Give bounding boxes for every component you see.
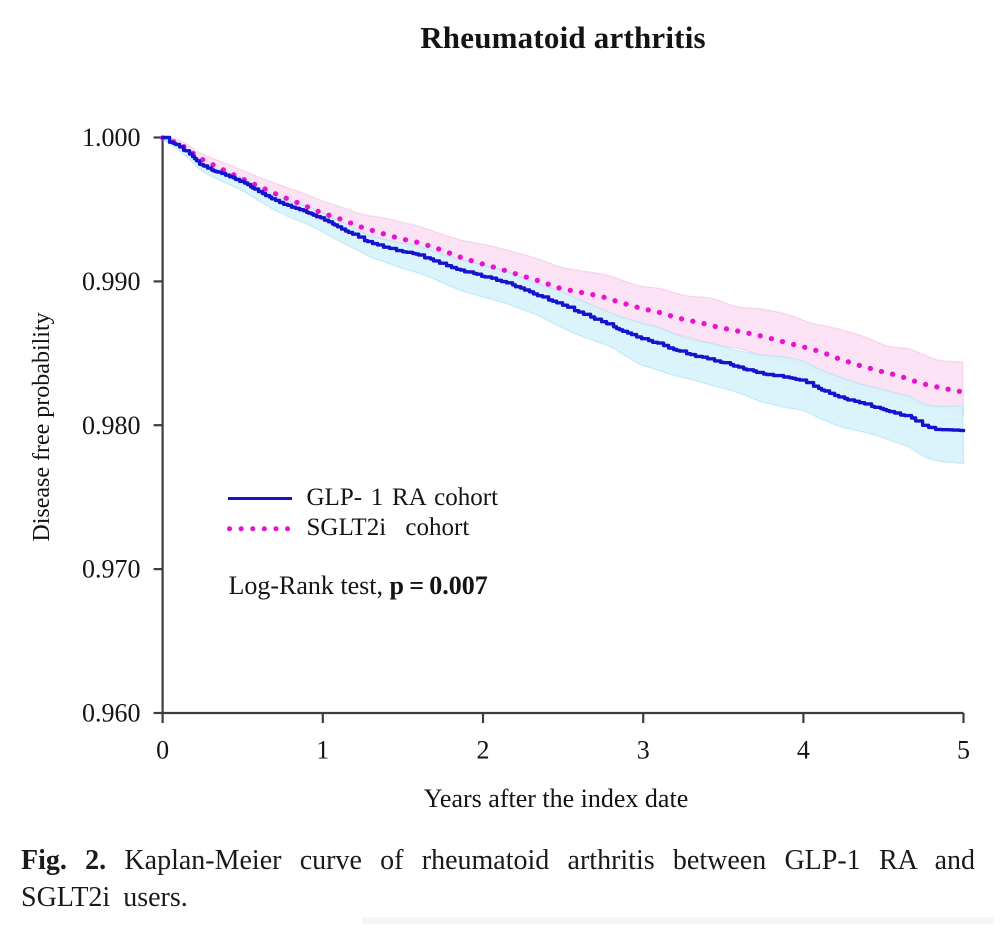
svg-text:Rheumatoid arthritis: Rheumatoid arthritis [420,20,706,55]
svg-text:Log-Rank test, p = 0.007: Log-Rank test, p = 0.007 [229,571,488,600]
svg-text:5: 5 [957,736,970,765]
svg-text:1.000: 1.000 [82,123,141,152]
svg-text:0.960: 0.960 [82,699,141,728]
svg-text:Years after the index date: Years after the index date [424,784,688,813]
svg-text:0.970: 0.970 [82,555,141,584]
svg-text:GLP- 1 RA cohort: GLP- 1 RA cohort [307,484,499,511]
svg-text:Disease free probability: Disease free probability [29,312,55,541]
svg-text:0.990: 0.990 [82,267,141,296]
svg-text:3: 3 [637,736,650,765]
svg-text:4: 4 [797,736,810,765]
svg-text:0.980: 0.980 [82,411,141,440]
svg-text:1: 1 [316,736,329,765]
svg-text:0: 0 [156,736,169,765]
svg-text:2: 2 [477,736,490,765]
svg-text:SGLT2i cohort: SGLT2i cohort [307,514,470,541]
